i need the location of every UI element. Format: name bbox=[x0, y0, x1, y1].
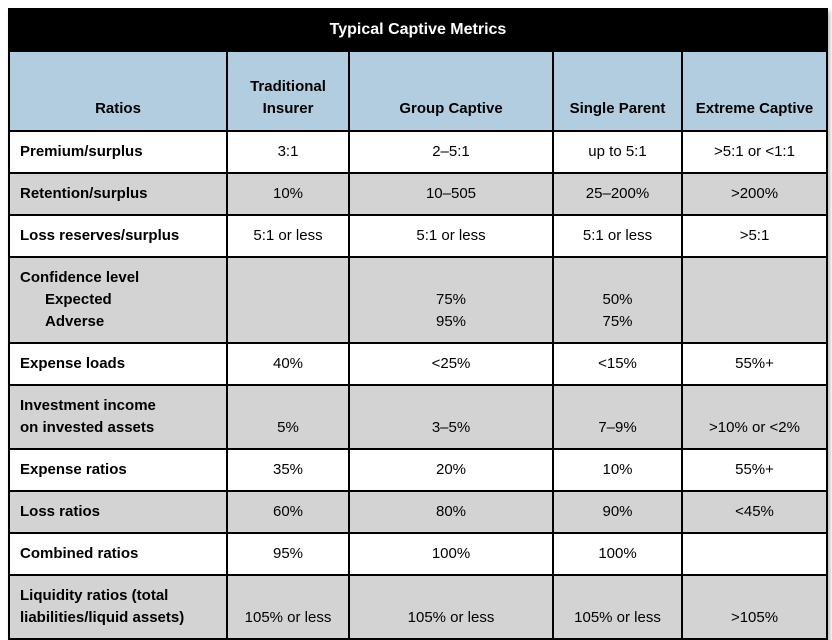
data-cell: 10–505 bbox=[348, 172, 554, 216]
row-label: Loss ratios bbox=[8, 490, 228, 534]
data-cell: 95% bbox=[226, 532, 350, 576]
row-label: Confidence level Expected Adverse bbox=[8, 256, 228, 344]
column-header: Group Captive bbox=[348, 50, 554, 132]
data-cell: 80% bbox=[348, 490, 554, 534]
data-cell: 105% or less bbox=[348, 574, 554, 640]
column-header: Extreme Captive bbox=[680, 50, 829, 132]
page: Typical Captive Metrics Ratios Traditiona… bbox=[7, 8, 829, 640]
data-cell: >5:1 or <1:1 bbox=[680, 130, 829, 174]
data-cell: 100% bbox=[348, 532, 554, 576]
data-cell: 5:1 or less bbox=[226, 214, 350, 258]
data-cell: 75% 95% bbox=[348, 256, 554, 344]
data-cell: 35% bbox=[226, 448, 350, 492]
data-cell: 25–200% bbox=[552, 172, 683, 216]
data-cell: 3:1 bbox=[226, 130, 350, 174]
table-row: Loss reserves/surplus 5:1 or less 5:1 or … bbox=[8, 214, 829, 258]
data-cell: >200% bbox=[680, 172, 829, 216]
data-cell: up to 5:1 bbox=[552, 130, 683, 174]
column-header-row: Ratios Traditional Insurer Group Captive Si… bbox=[8, 50, 829, 132]
table-row: Investment income on invested assets 5% 3… bbox=[8, 384, 829, 450]
column-header: Ratios bbox=[8, 50, 228, 132]
data-cell: 10% bbox=[226, 172, 350, 216]
data-cell: >5:1 bbox=[680, 214, 829, 258]
table-row: Liquidity ratios (total liabilities/liqu… bbox=[8, 574, 829, 640]
data-cell: 90% bbox=[552, 490, 683, 534]
data-cell: 7–9% bbox=[552, 384, 683, 450]
row-label: Retention/surplus bbox=[8, 172, 228, 216]
data-cell: 10% bbox=[552, 448, 683, 492]
data-cell: <15% bbox=[552, 342, 683, 386]
table-row: Confidence level Expected Adverse 75% 95… bbox=[8, 256, 829, 344]
table-row: Loss ratios 60% 80% 90% <45% bbox=[8, 490, 829, 534]
row-label: Expense ratios bbox=[8, 448, 228, 492]
data-cell: <25% bbox=[348, 342, 554, 386]
data-cell: 50% 75% bbox=[552, 256, 683, 344]
data-cell: 5:1 or less bbox=[552, 214, 683, 258]
data-cell: 5:1 or less bbox=[348, 214, 554, 258]
data-cell: 60% bbox=[226, 490, 350, 534]
row-label: Premium/surplus bbox=[8, 130, 228, 174]
data-cell: 20% bbox=[348, 448, 554, 492]
row-label: Loss reserves/surplus bbox=[8, 214, 228, 258]
data-cell: 55%+ bbox=[680, 448, 829, 492]
data-cell: 2–5:1 bbox=[348, 130, 554, 174]
data-cell bbox=[226, 256, 350, 344]
data-cell bbox=[680, 256, 829, 344]
table-row: Expense ratios 35% 20% 10% 55%+ bbox=[8, 448, 829, 492]
data-cell: 105% or less bbox=[552, 574, 683, 640]
row-label: Liquidity ratios (total liabilities/liqu… bbox=[8, 574, 228, 640]
table-row: Combined ratios 95% 100% 100% bbox=[8, 532, 829, 576]
table-title-row: Typical Captive Metrics bbox=[7, 8, 829, 52]
data-cell: >105% bbox=[680, 574, 829, 640]
column-header: Traditional Insurer bbox=[226, 50, 350, 132]
table-row: Retention/surplus 10% 10–505 25–200% >200% bbox=[8, 172, 829, 216]
data-cell: 105% or less bbox=[226, 574, 350, 640]
column-header: Single Parent bbox=[552, 50, 683, 132]
data-cell: 5% bbox=[226, 384, 350, 450]
data-cell: >10% or <2% bbox=[680, 384, 829, 450]
table-row: Premium/surplus 3:1 2–5:1 up to 5:1 >5:1 or… bbox=[8, 130, 829, 174]
data-cell: 3–5% bbox=[348, 384, 554, 450]
row-label: Combined ratios bbox=[8, 532, 228, 576]
data-cell: <45% bbox=[680, 490, 829, 534]
captive-metrics-table: Typical Captive Metrics Ratios Traditiona… bbox=[7, 8, 829, 640]
data-cell: 55%+ bbox=[680, 342, 829, 386]
row-label: Investment income on invested assets bbox=[8, 384, 228, 450]
table-row: Expense loads 40% <25% <15% 55%+ bbox=[8, 342, 829, 386]
table-body: Premium/surplus 3:1 2–5:1 up to 5:1 >5:1 or… bbox=[8, 130, 829, 640]
data-cell bbox=[680, 532, 829, 576]
table-title: Typical Captive Metrics bbox=[7, 8, 829, 52]
data-cell: 100% bbox=[552, 532, 683, 576]
row-label: Expense loads bbox=[8, 342, 228, 386]
data-cell: 40% bbox=[226, 342, 350, 386]
